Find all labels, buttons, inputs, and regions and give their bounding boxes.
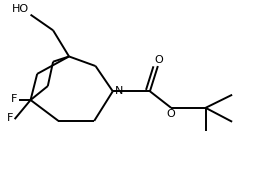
Text: HO: HO bbox=[12, 4, 29, 14]
Text: N: N bbox=[115, 86, 123, 96]
Text: O: O bbox=[155, 55, 163, 65]
Text: F: F bbox=[7, 113, 13, 123]
Text: O: O bbox=[166, 109, 175, 119]
Text: F: F bbox=[11, 94, 17, 104]
